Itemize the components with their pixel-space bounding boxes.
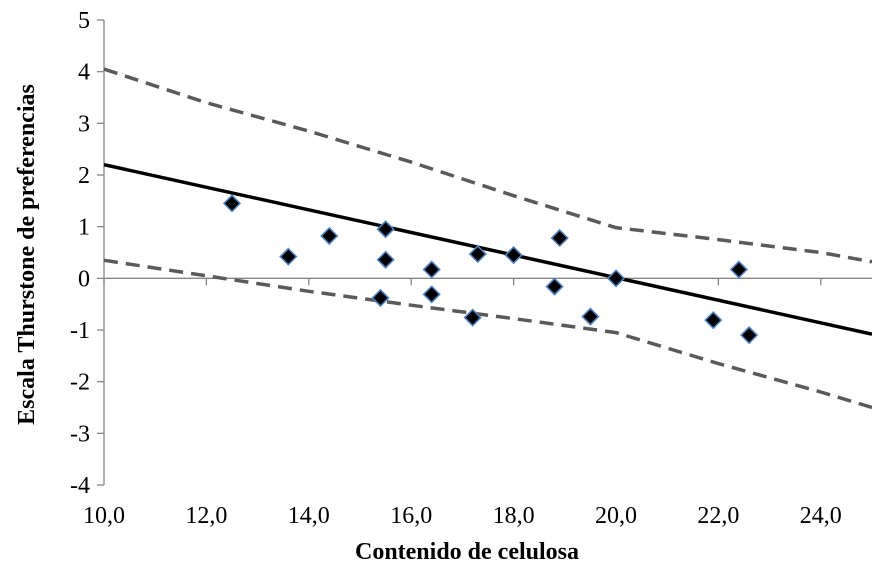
y-tick-label: -2 (70, 370, 90, 396)
y-tick-label: 5 (78, 8, 90, 34)
data-point (581, 307, 600, 326)
x-tick-label: 14,0 (288, 503, 330, 529)
lower-confidence-band (103, 258, 872, 410)
data-point (376, 250, 395, 269)
x-tick-label: 20,0 (595, 503, 637, 529)
y-tick-label: -4 (70, 473, 90, 499)
y-tick-label: 4 (78, 60, 90, 86)
data-point (729, 260, 749, 279)
x-axis-title: Contenido de celulosa (355, 539, 579, 565)
data-point (606, 269, 626, 288)
y-tick-label: 1 (78, 215, 90, 241)
regression-line (103, 162, 872, 336)
data-point (222, 194, 242, 213)
data-point (550, 228, 569, 248)
x-tick-label: 12,0 (185, 503, 227, 529)
y-tick-label: 2 (78, 163, 90, 189)
data-point (279, 247, 298, 266)
x-tick-label: 22,0 (697, 503, 739, 529)
y-tick-label: -1 (70, 318, 90, 344)
data-point (422, 260, 441, 279)
x-tick-label: 24,0 (800, 503, 842, 529)
data-point (739, 326, 759, 345)
data-point (371, 288, 390, 308)
data-point (468, 244, 487, 264)
x-tick-label: 16,0 (390, 503, 432, 529)
data-point (463, 308, 482, 327)
data-point (704, 311, 723, 330)
x-tick-label: 10,0 (83, 503, 125, 529)
y-tick-label: 3 (78, 111, 90, 137)
x-tick-label: 18,0 (493, 503, 535, 529)
data-point (320, 226, 339, 246)
data-point (545, 277, 564, 296)
data-point (376, 220, 395, 239)
upper-confidence-band (103, 67, 872, 264)
data-point (504, 245, 523, 265)
y-axis-title: Escala Thurstone de preferencias (14, 84, 40, 425)
y-tick-label: 0 (78, 266, 90, 292)
y-tick-label: -3 (70, 421, 90, 447)
data-point (422, 285, 441, 304)
